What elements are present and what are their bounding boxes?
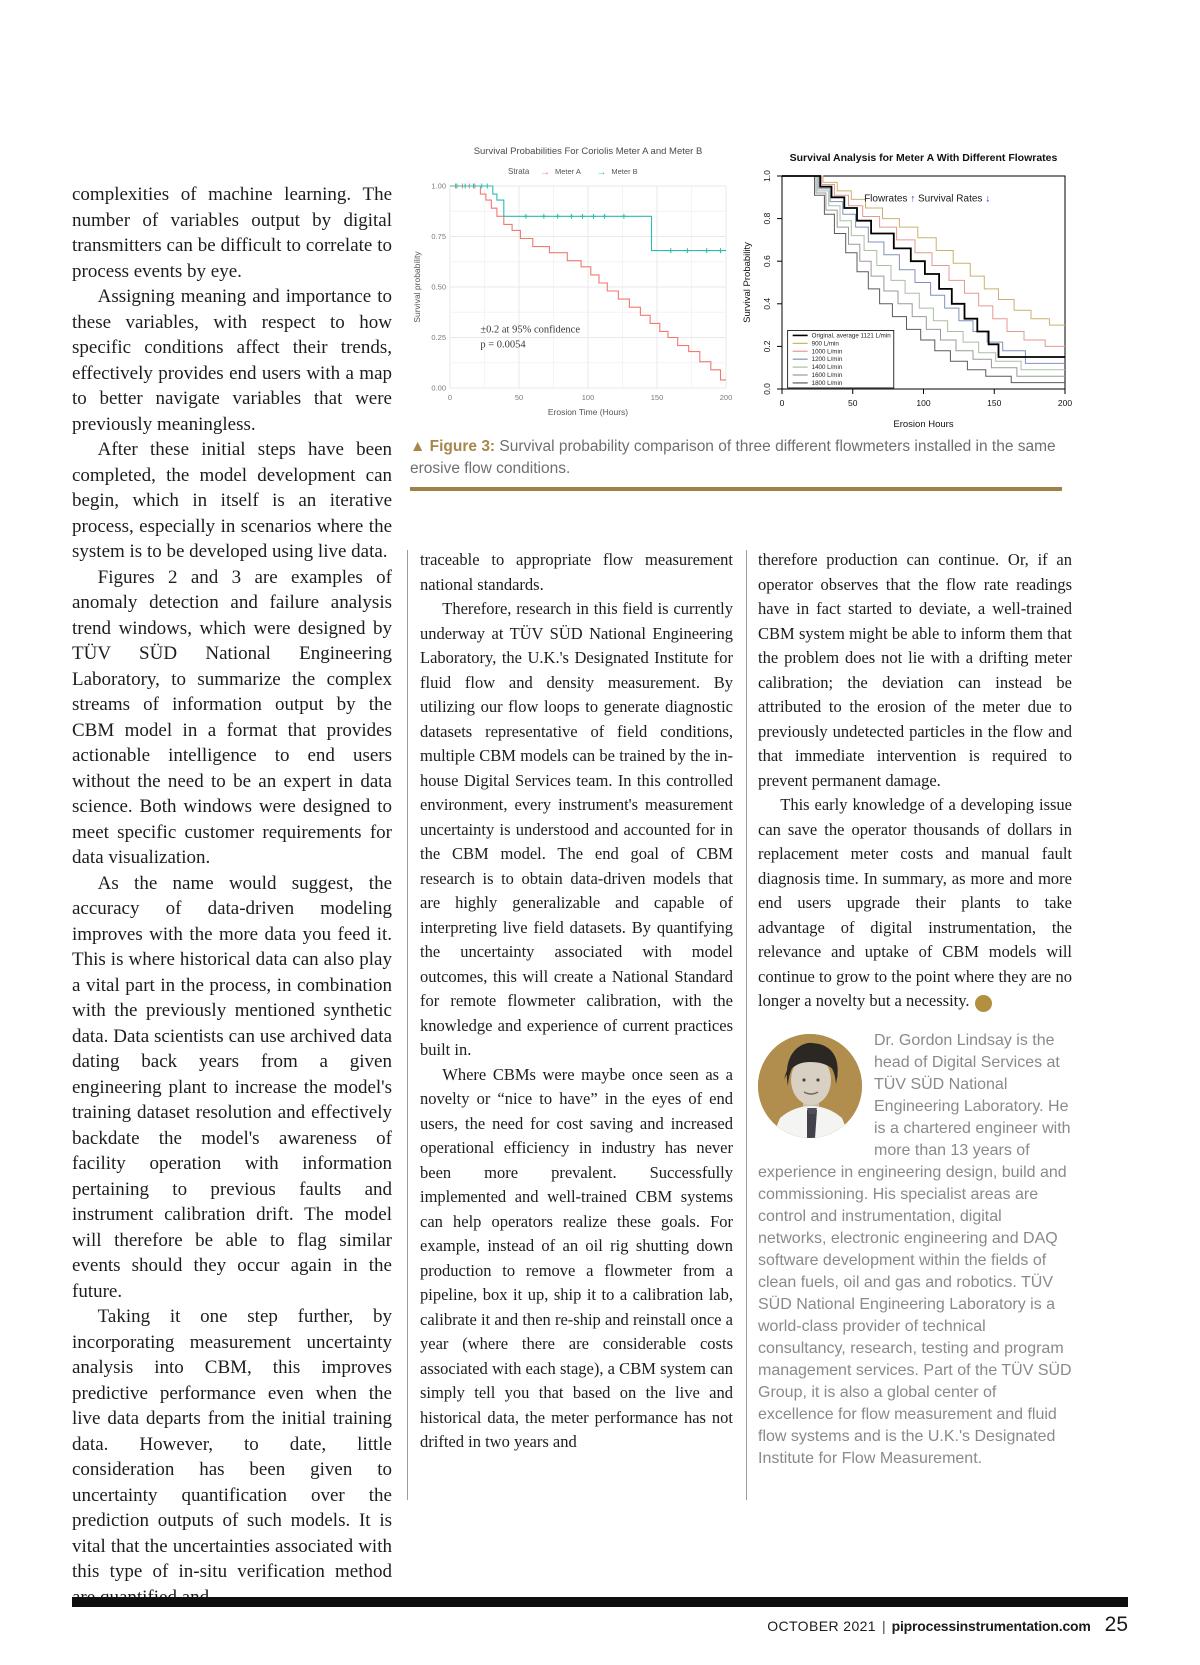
- section-divider-rule: [410, 487, 1062, 491]
- footer-issue-date: OCTOBER 2021: [767, 1618, 876, 1634]
- svg-text:50: 50: [848, 398, 858, 408]
- series-1200-l-min: [782, 175, 1065, 364]
- footer-page-number: 25: [1104, 1613, 1128, 1636]
- svg-text:Flowrates ↑ Survival Rates ↓: Flowrates ↑ Survival Rates ↓: [864, 194, 990, 205]
- svg-text:0.4: 0.4: [762, 298, 772, 310]
- footer-bar: [72, 1597, 1128, 1607]
- svg-text:1000 L/min: 1000 L/min: [812, 348, 843, 355]
- figure-caption-label: ▲ Figure 3:: [410, 438, 496, 455]
- svg-text:100: 100: [582, 393, 595, 402]
- footer-website-link[interactable]: piprocessinstrumentation.com: [891, 1618, 1091, 1634]
- text-column-left: complexities of machine learning. The nu…: [72, 182, 392, 1610]
- paragraph: After these initial steps have been comp…: [72, 439, 392, 562]
- paragraph: Figures 2 and 3 are examples of anomaly …: [72, 566, 392, 869]
- svg-text:p = 0.0054: p = 0.0054: [480, 340, 526, 351]
- svg-text:1.00: 1.00: [431, 182, 446, 191]
- svg-text:Survival Analysis for Meter A: Survival Analysis for Meter A With Diffe…: [790, 152, 1058, 164]
- svg-text:0.0: 0.0: [762, 383, 772, 395]
- svg-text:Meter B: Meter B: [611, 167, 637, 176]
- footer: OCTOBER 2021 | piprocessinstrumentation.co…: [72, 1613, 1128, 1637]
- svg-text:100: 100: [916, 398, 930, 408]
- svg-text:200: 200: [720, 393, 732, 402]
- series-1400-l-min: [782, 175, 1065, 371]
- svg-text:0.8: 0.8: [762, 212, 772, 224]
- paragraph: This early knowledge of a developing iss…: [758, 795, 1072, 1012]
- svg-text:1.0: 1.0: [762, 170, 772, 182]
- series-1000-l-min: [782, 175, 1065, 347]
- paragraph: Taking it one step further, by incorpora…: [72, 1306, 392, 1608]
- svg-text:0.50: 0.50: [431, 283, 446, 292]
- svg-text:→: →: [540, 167, 550, 178]
- svg-text:1400 L/min: 1400 L/min: [812, 364, 843, 371]
- author-bio-text: Dr. Gordon Lindsay is the head of Digita…: [758, 1031, 1072, 1467]
- svg-text:Meter A: Meter A: [555, 167, 581, 176]
- paragraph: Assigning meaning and importance to thes…: [72, 286, 392, 435]
- column-divider-left: [407, 550, 408, 1500]
- svg-text:0.00: 0.00: [431, 384, 446, 393]
- column-divider-right: [746, 550, 747, 1500]
- text-column-middle: traceable to appropriate flow measuremen…: [420, 548, 733, 1455]
- author-photo: [758, 1033, 862, 1138]
- paragraph: Where CBMs were maybe once seen as a nov…: [420, 1064, 733, 1452]
- svg-text:Survival Probabilities For Cor: Survival Probabilities For Coriolis Mete…: [474, 146, 703, 157]
- text-column-right-paragraphs: therefore production can continue. Or, i…: [758, 548, 1072, 1014]
- svg-text:Erosion Hours: Erosion Hours: [893, 419, 953, 430]
- figure-caption-text: Survival probability comparison of three…: [410, 438, 1056, 477]
- paragraph: therefore production can continue. Or, i…: [758, 550, 1072, 790]
- series-1800-l-min: [782, 175, 1065, 384]
- svg-text:50: 50: [515, 393, 523, 402]
- svg-text:Survival Probability: Survival Probability: [742, 242, 753, 323]
- svg-text:0.6: 0.6: [762, 255, 772, 267]
- svg-text:Survival probability: Survival probability: [412, 251, 422, 323]
- svg-text:→: →: [596, 167, 606, 178]
- svg-text:900 L/min: 900 L/min: [812, 340, 840, 347]
- svg-text:Erosion Time (Hours): Erosion Time (Hours): [548, 407, 628, 417]
- pi-end-badge: PI: [974, 995, 1006, 1012]
- figure-caption: ▲ Figure 3: Survival probability compari…: [410, 436, 1070, 480]
- text-column-right: therefore production can continue. Or, i…: [758, 548, 1072, 1470]
- series-original-average-1121-l-min: [782, 175, 1065, 358]
- footer-separator: |: [882, 1618, 886, 1634]
- svg-text:Strata: Strata: [508, 167, 530, 176]
- svg-text:1600 L/min: 1600 L/min: [812, 372, 843, 379]
- series-meter-b: [450, 183, 726, 254]
- svg-text:0: 0: [448, 393, 452, 402]
- paragraph: complexities of machine learning. The nu…: [72, 184, 392, 282]
- svg-text:±0.2 at 95% confidence: ±0.2 at 95% confidence: [480, 324, 580, 335]
- svg-text:0: 0: [780, 398, 785, 408]
- svg-text:0.2: 0.2: [762, 340, 772, 352]
- svg-text:200: 200: [1058, 398, 1072, 408]
- author-bio: Dr. Gordon Lindsay is the head of Digita…: [758, 1030, 1072, 1470]
- paragraph: traceable to appropriate flow measuremen…: [420, 550, 733, 594]
- paragraph: As the name would suggest, the accuracy …: [72, 872, 392, 1302]
- svg-text:0.75: 0.75: [431, 232, 446, 241]
- flowrate-survival-chart: Survival Analysis for Meter A With Diffe…: [742, 152, 1072, 430]
- figure-3: Survival Probabilities For Coriolis Mete…: [410, 140, 1075, 440]
- svg-text:1200 L/min: 1200 L/min: [812, 356, 843, 363]
- svg-text:0.25: 0.25: [431, 333, 446, 342]
- paragraph: Therefore, research in this field is cur…: [420, 599, 733, 1059]
- survival-probability-chart: Survival Probabilities For Coriolis Mete…: [412, 146, 732, 417]
- series-1600-l-min: [782, 175, 1065, 377]
- series-900-l-min: [782, 175, 1065, 326]
- svg-text:150: 150: [987, 398, 1001, 408]
- svg-text:Original, average 1121 L/min: Original, average 1121 L/min: [812, 332, 892, 339]
- svg-text:150: 150: [651, 393, 664, 402]
- svg-text:1800 L/min: 1800 L/min: [812, 380, 843, 387]
- author-portrait-illustration: [758, 1033, 862, 1138]
